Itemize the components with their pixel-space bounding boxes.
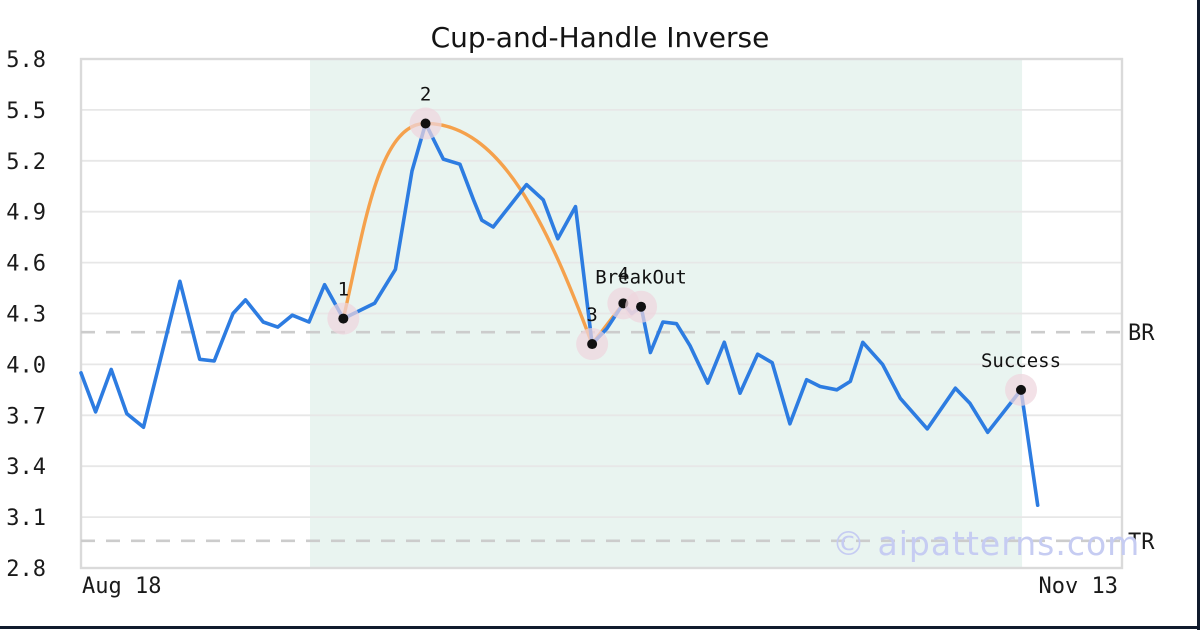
price-line — [79, 121, 1040, 508]
marker-label-4: 4 — [618, 263, 629, 285]
level-lines-group: BR TR — [81, 321, 1155, 555]
marker-label-success: Success — [981, 350, 1061, 372]
marker-label-breakout: BreakOut — [595, 267, 687, 289]
x-axis-label-end: Nov 13 — [1038, 574, 1118, 599]
y-tick-label: 5.2 — [6, 150, 46, 175]
marker-label-3: 3 — [586, 304, 597, 326]
plot-frame-group — [79, 57, 1124, 570]
marker-dot-1 — [338, 313, 349, 324]
plot-border — [79, 57, 1124, 570]
y-tick-label: 4.6 — [6, 252, 46, 277]
y-tick-label: 3.7 — [6, 404, 46, 429]
marker-dot-breakout — [636, 301, 647, 312]
y-tick-label: 5.5 — [6, 99, 46, 124]
image-border-bottom — [0, 626, 1200, 629]
price-line-group — [79, 121, 1040, 508]
y-tick-label: 2.8 — [6, 557, 46, 582]
watermark: © aipatterns.com — [832, 524, 1141, 563]
chart-title: Cup-and-Handle Inverse — [430, 21, 770, 54]
gridlines-group — [81, 109, 1122, 518]
axis-ticks-group: 5.8 5.5 5.2 4.9 4.6 4.3 4.0 3.7 3.4 3.1 2.8 — [6, 48, 46, 582]
y-tick-label: 5.8 — [6, 48, 46, 73]
marker-label-1: 1 — [338, 279, 349, 301]
marker-dot-3 — [587, 339, 598, 350]
marker-dot-success — [1016, 384, 1027, 395]
x-axis-label-start: Aug 18 — [82, 574, 162, 599]
marker-label-2: 2 — [420, 83, 431, 105]
y-tick-label: 4.3 — [6, 303, 46, 328]
marker-dot-2 — [420, 118, 431, 129]
y-tick-label: 4.9 — [6, 201, 46, 226]
image-border-right — [1197, 0, 1200, 630]
level-label-tr: TR — [1128, 530, 1155, 555]
y-tick-label: 4.0 — [6, 353, 46, 378]
y-tick-label: 3.1 — [6, 506, 46, 531]
level-label-br: BR — [1128, 321, 1155, 346]
y-tick-label: 3.4 — [6, 455, 46, 480]
